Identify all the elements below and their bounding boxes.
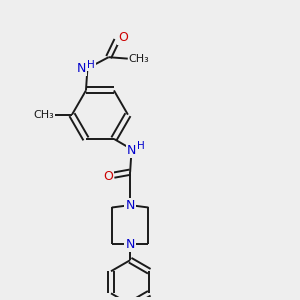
Text: CH₃: CH₃ <box>129 54 149 64</box>
Text: N: N <box>76 62 86 75</box>
Text: O: O <box>118 31 128 44</box>
Text: H: H <box>137 141 145 151</box>
Text: CH₃: CH₃ <box>34 110 54 120</box>
Text: N: N <box>125 238 135 250</box>
Text: H: H <box>87 60 95 70</box>
Text: N: N <box>125 199 135 212</box>
Text: O: O <box>103 170 113 183</box>
Text: N: N <box>127 144 136 157</box>
